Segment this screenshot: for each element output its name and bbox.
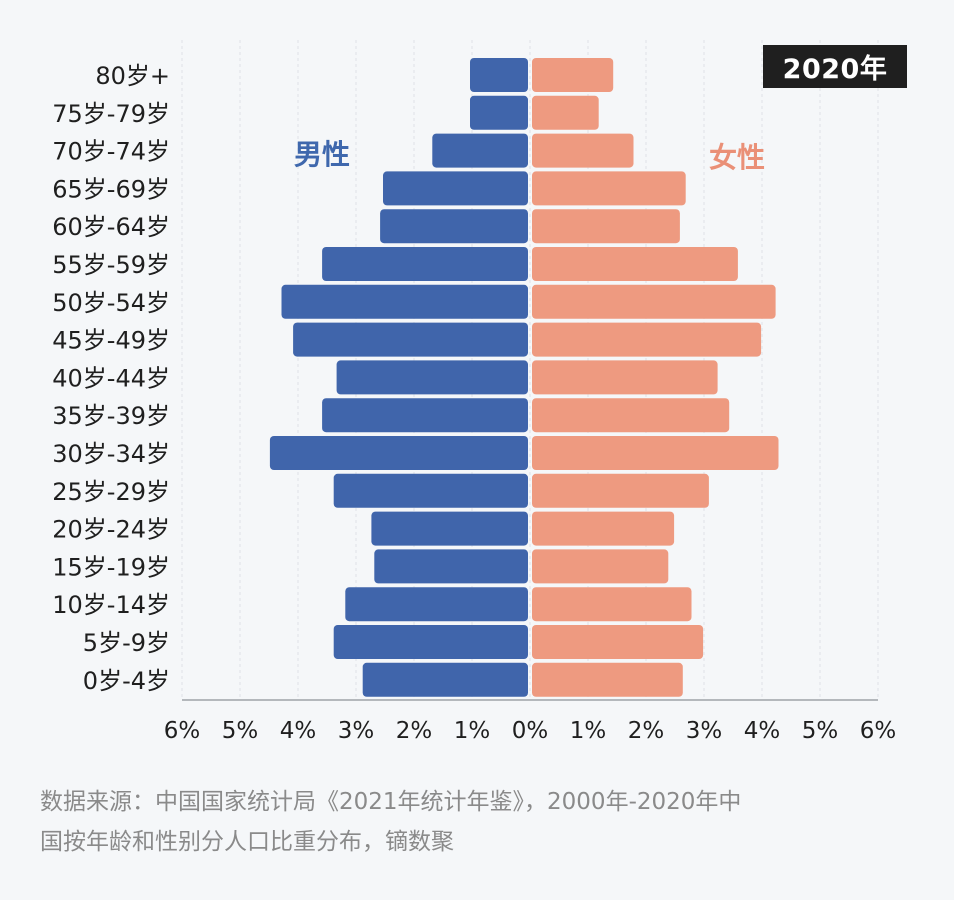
x-tick-label: 0%	[512, 718, 549, 744]
bar-female	[532, 58, 614, 92]
x-tick-label: 5%	[222, 718, 259, 744]
age-group-label: 15岁-19岁	[52, 553, 170, 581]
bar-male	[345, 587, 528, 622]
grid-lines	[181, 40, 879, 700]
age-group-label: 45岁-49岁	[52, 327, 170, 355]
bar-female	[532, 549, 669, 584]
age-group-label: 35岁-39岁	[52, 402, 170, 430]
bar-female	[532, 511, 675, 546]
x-tick-labels: 6% 5% 4% 3% 2% 1% 0% 1% 2% 3% 4% 5% 6%	[164, 718, 897, 744]
bar-female	[532, 473, 709, 508]
age-group-label: 40岁-44岁	[52, 364, 170, 392]
bar-male	[371, 511, 528, 546]
bar-male	[470, 58, 528, 92]
bar-male	[333, 625, 528, 659]
age-group-label: 5岁-9岁	[83, 629, 170, 657]
female-bars-group	[532, 58, 779, 697]
bar-male	[362, 662, 528, 697]
bar-male	[336, 360, 528, 395]
x-tick-label: 4%	[744, 718, 781, 744]
age-group-label: 80岁+	[95, 62, 170, 90]
age-group-label: 30岁-34岁	[52, 440, 170, 468]
bar-male	[269, 436, 528, 470]
x-tick-label: 6%	[164, 718, 201, 744]
age-group-labels: 80岁+ 75岁-79岁 70岁-74岁 65岁-69岁 60岁-64岁 55岁-59岁 5…	[52, 62, 170, 695]
x-tick-label: 3%	[686, 718, 723, 744]
legend-female-label: 女性	[709, 141, 766, 174]
bar-female	[532, 284, 776, 319]
male-bars-group	[269, 58, 528, 697]
bar-female	[532, 625, 704, 659]
bar-female	[532, 171, 686, 206]
x-tick-label: 1%	[454, 718, 491, 744]
x-tick-label: 2%	[396, 718, 433, 744]
bar-female	[532, 95, 599, 130]
age-group-label: 75岁-79岁	[52, 100, 170, 128]
bar-female	[532, 247, 738, 281]
source-note: 数据来源：中国国家统计局《2021年统计年鉴》，2000年-2020年中 国按年…	[40, 789, 742, 855]
bar-male	[293, 322, 528, 357]
x-tick-label: 5%	[802, 718, 839, 744]
legend-male-label: 男性	[294, 138, 351, 171]
bar-female	[532, 209, 680, 244]
bar-female	[532, 398, 730, 433]
bar-male	[432, 133, 528, 168]
age-group-label: 70岁-74岁	[52, 138, 170, 166]
bar-male	[383, 171, 528, 206]
bar-male	[380, 209, 528, 244]
x-tick-label: 1%	[570, 718, 607, 744]
age-group-label: 10岁-14岁	[52, 591, 170, 619]
x-tick-label: 2%	[628, 718, 665, 744]
age-group-label: 65岁-69岁	[52, 175, 170, 203]
age-group-label: 55岁-59岁	[52, 251, 170, 279]
bar-female	[532, 360, 718, 395]
bar-female	[532, 133, 634, 168]
age-group-label: 60岁-64岁	[52, 213, 170, 241]
x-tick-label: 6%	[860, 718, 897, 744]
age-group-label: 0岁-4岁	[83, 667, 170, 695]
bar-female	[532, 322, 762, 357]
year-badge: 2020年	[763, 45, 907, 88]
bar-female	[532, 587, 692, 622]
bar-male	[322, 398, 528, 433]
bar-male	[470, 95, 528, 130]
age-group-label: 50岁-54岁	[52, 289, 170, 317]
bar-male	[281, 284, 528, 319]
bar-male	[374, 549, 528, 584]
age-group-label: 25岁-29岁	[52, 478, 170, 506]
bar-male	[333, 473, 528, 508]
bar-female	[532, 662, 683, 697]
age-group-label: 20岁-24岁	[52, 516, 170, 544]
bar-male	[322, 247, 528, 281]
x-tick-label: 3%	[338, 718, 375, 744]
x-tick-label: 4%	[280, 718, 317, 744]
bar-female	[532, 436, 779, 470]
